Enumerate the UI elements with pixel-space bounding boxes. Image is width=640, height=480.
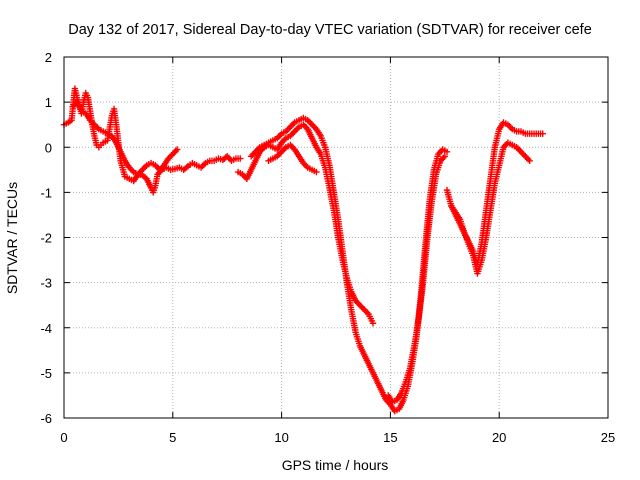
data-point (526, 157, 533, 164)
y-tick-label: -6 (40, 411, 52, 426)
tick-labels: 0 5 10 15 20 25 -6 -5 -4 -3 -2 -1 0 1 2 (40, 50, 615, 445)
y-tick-label: -3 (40, 276, 52, 291)
x-tick-label: 0 (60, 430, 67, 445)
x-tick-label: 20 (492, 430, 506, 445)
y-tick-label: 1 (45, 95, 52, 110)
data-point (313, 168, 320, 176)
y-axis-label: SDTVAR / TECUs (4, 182, 20, 294)
series-arc-2d (385, 153, 448, 406)
y-tick-label: -1 (40, 185, 52, 200)
series-arc-2c (265, 141, 320, 176)
x-axis-label: GPS time / hours (282, 457, 389, 473)
grid-lines (64, 57, 608, 418)
plot-area-border (63, 56, 609, 419)
y-tick-label: -5 (40, 366, 52, 381)
y-tick-label: 0 (45, 140, 52, 155)
data-point (443, 148, 451, 155)
data-point (237, 155, 244, 162)
y-tick-label: 2 (45, 50, 52, 65)
x-tick-label: 10 (274, 430, 288, 445)
y-tick-label: -2 (40, 231, 52, 246)
series-arc-3b (448, 139, 533, 277)
data-point (539, 130, 546, 137)
data-point (369, 320, 377, 327)
data-point (441, 153, 448, 160)
data-series (60, 85, 546, 415)
series-arc-1b (69, 98, 244, 196)
x-tick-label: 25 (601, 430, 615, 445)
series-arc-1a (60, 85, 181, 185)
y-tick-label: -4 (40, 321, 52, 336)
x-tick-label: 5 (169, 430, 176, 445)
x-tick-label: 15 (383, 430, 397, 445)
data-point (173, 146, 181, 153)
chart-title: Day 132 of 2017, Sidereal Day-to-day VTE… (68, 22, 592, 38)
